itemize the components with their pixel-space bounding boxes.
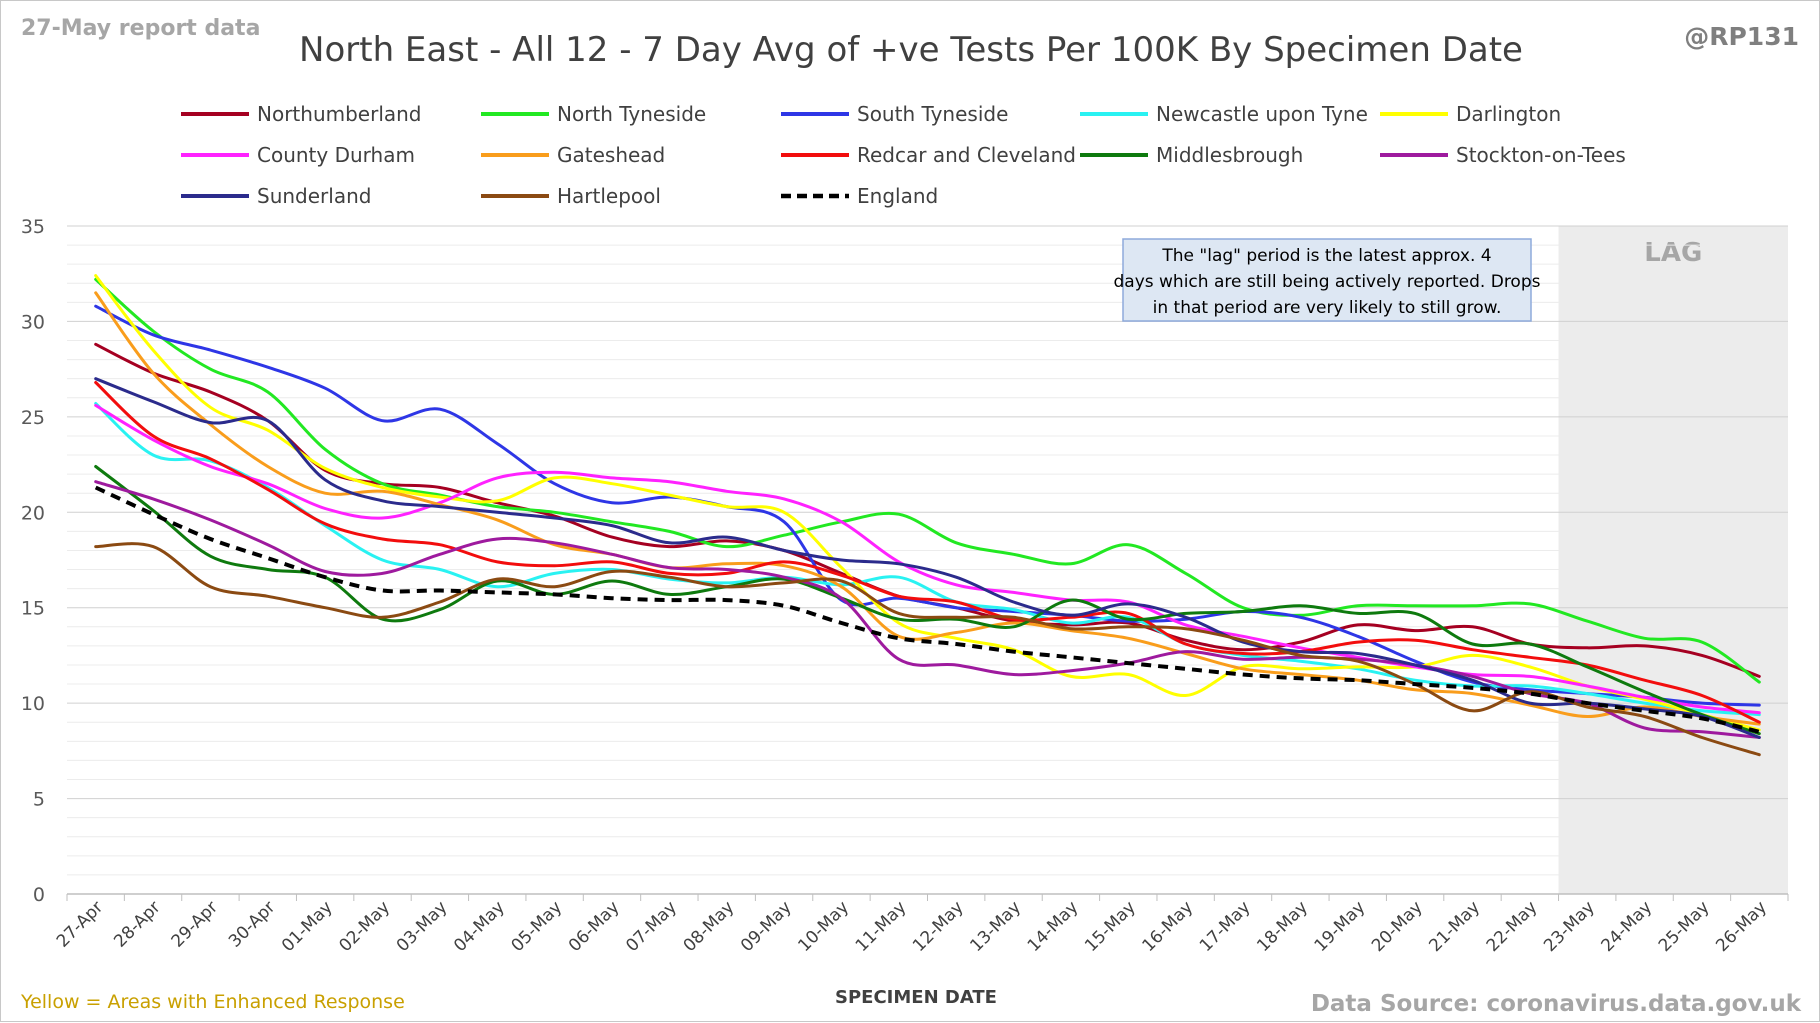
y-tick-label: 30 bbox=[21, 311, 45, 333]
legend-label: Newcastle upon Tyne bbox=[1156, 102, 1368, 126]
x-tick-label: 01-May bbox=[278, 897, 337, 956]
x-tick-label: 13-May bbox=[966, 897, 1025, 956]
x-tick-label: 08-May bbox=[680, 897, 739, 956]
legend-label: Hartlepool bbox=[557, 184, 661, 208]
x-tick-label: 28-Apr bbox=[110, 897, 164, 951]
x-tick-label: 30-Apr bbox=[225, 897, 279, 951]
legend-item-redcar-and-cleveland: Redcar and Cleveland bbox=[781, 143, 1076, 167]
x-tick-label: 14-May bbox=[1024, 897, 1083, 956]
legend: Northumberland North Tyneside South Tynesi… bbox=[181, 102, 1626, 208]
x-tick-label: 29-Apr bbox=[168, 897, 222, 951]
legend-label: England bbox=[857, 184, 938, 208]
legend-label: Redcar and Cleveland bbox=[857, 143, 1076, 167]
series-line-south-tyneside bbox=[94, 304, 1761, 707]
series-line-middlesbrough bbox=[94, 465, 1761, 736]
series-line-darlington bbox=[94, 274, 1761, 732]
series-line-redcar-and-cleveland bbox=[94, 381, 1761, 724]
legend-label: County Durham bbox=[257, 143, 415, 167]
series-line-hartlepool bbox=[94, 542, 1761, 757]
legend-item-newcastle-upon-tyne: Newcastle upon Tyne bbox=[1080, 102, 1368, 126]
series-line-stockton-on-tees bbox=[94, 480, 1761, 739]
x-tick-label: 09-May bbox=[737, 897, 796, 956]
series-line-sunderland bbox=[94, 377, 1761, 739]
legend-label: North Tyneside bbox=[557, 102, 706, 126]
legend-label: Gateshead bbox=[557, 143, 665, 167]
x-tick-label: 05-May bbox=[508, 897, 567, 956]
series-line-north-tyneside bbox=[94, 277, 1761, 684]
x-tick-label: 21-May bbox=[1425, 897, 1484, 956]
series-line-england bbox=[94, 485, 1760, 734]
legend-label: Sunderland bbox=[257, 184, 371, 208]
y-axis-ticks: 0 5 10 15 20 25 30 35 bbox=[21, 216, 45, 906]
x-tick-label: 23-May bbox=[1540, 897, 1599, 956]
legend-item-darlington: Darlington bbox=[1380, 102, 1561, 126]
legend-item-northumberland: Northumberland bbox=[181, 102, 422, 126]
series-line-county-durham bbox=[94, 403, 1761, 715]
legend-label: Stockton-on-Tees bbox=[1456, 143, 1626, 167]
x-tick-label: 18-May bbox=[1253, 897, 1312, 956]
x-tick-label: 16-May bbox=[1139, 897, 1198, 956]
lag-band bbox=[1558, 226, 1788, 894]
x-tick-label: 20-May bbox=[1368, 897, 1427, 956]
legend-item-gateshead: Gateshead bbox=[481, 143, 665, 167]
x-tick-label: 06-May bbox=[565, 897, 624, 956]
x-tick-label: 04-May bbox=[450, 897, 509, 956]
y-tick-label: 35 bbox=[21, 216, 45, 238]
x-tick-label: 22-May bbox=[1483, 897, 1542, 956]
series-lines bbox=[94, 274, 1761, 757]
lag-label: LAG bbox=[1644, 238, 1702, 268]
legend-item-hartlepool: Hartlepool bbox=[481, 184, 661, 208]
legend-item-middlesbrough: Middlesbrough bbox=[1080, 143, 1303, 167]
legend-item-england: England bbox=[781, 184, 938, 208]
lag-annotation-text: The "lag" period is the latest approx. 4… bbox=[1114, 246, 1541, 318]
legend-item-sunderland: Sunderland bbox=[181, 184, 371, 208]
y-tick-label: 15 bbox=[21, 598, 45, 620]
y-tick-label: 10 bbox=[21, 693, 45, 715]
x-tick-label: 10-May bbox=[794, 897, 853, 956]
legend-item-county-durham: County Durham bbox=[181, 143, 415, 167]
legend-item-stockton-on-tees: Stockton-on-Tees bbox=[1380, 143, 1626, 167]
x-tick-label: 25-May bbox=[1655, 897, 1714, 956]
x-tick-label: 17-May bbox=[1196, 897, 1255, 956]
x-tick-label: 03-May bbox=[393, 897, 452, 956]
legend-label: South Tyneside bbox=[857, 102, 1008, 126]
x-tick-label: 19-May bbox=[1311, 897, 1370, 956]
legend-item-north-tyneside: North Tyneside bbox=[481, 102, 706, 126]
report-date-label: 27-May report data bbox=[21, 16, 260, 41]
y-tick-label: 25 bbox=[21, 407, 45, 429]
x-tick-label: 11-May bbox=[852, 897, 911, 956]
x-tick-label: 26-May bbox=[1712, 897, 1771, 956]
x-tick-label: 15-May bbox=[1081, 897, 1140, 956]
legend-item-south-tyneside: South Tyneside bbox=[781, 102, 1008, 126]
lag-annotation: The "lag" period is the latest approx. 4… bbox=[1114, 238, 1541, 322]
y-tick-label: 0 bbox=[33, 884, 45, 906]
x-tick-label: 02-May bbox=[335, 897, 394, 956]
legend-label: Middlesbrough bbox=[1156, 143, 1303, 167]
x-tick-label: 07-May bbox=[622, 897, 681, 956]
chart-title: North East - All 12 - 7 Day Avg of +ve T… bbox=[299, 30, 1523, 70]
series-line-gateshead bbox=[94, 291, 1761, 726]
author-handle: @RP131 bbox=[1684, 22, 1799, 51]
x-tick-label: 24-May bbox=[1597, 897, 1656, 956]
y-tick-label: 20 bbox=[21, 502, 45, 524]
data-source-note: Data Source: coronavirus.data.gov.uk bbox=[1311, 991, 1802, 1017]
enhanced-response-note: Yellow = Areas with Enhanced Response bbox=[20, 991, 405, 1013]
x-axis-ticks: 27-Apr 28-Apr 29-Apr 30-Apr01-May02-May03-M… bbox=[53, 894, 1789, 956]
gridlines bbox=[67, 225, 1788, 895]
legend-label: Darlington bbox=[1456, 102, 1561, 126]
x-axis-title: SPECIMEN DATE bbox=[835, 987, 997, 1008]
legend-label: Northumberland bbox=[257, 102, 422, 126]
x-tick-label: 27-Apr bbox=[53, 897, 107, 951]
y-tick-label: 5 bbox=[33, 789, 45, 811]
series-line-newcastle-upon-tyne bbox=[94, 402, 1761, 717]
x-tick-label: 12-May bbox=[909, 897, 968, 956]
